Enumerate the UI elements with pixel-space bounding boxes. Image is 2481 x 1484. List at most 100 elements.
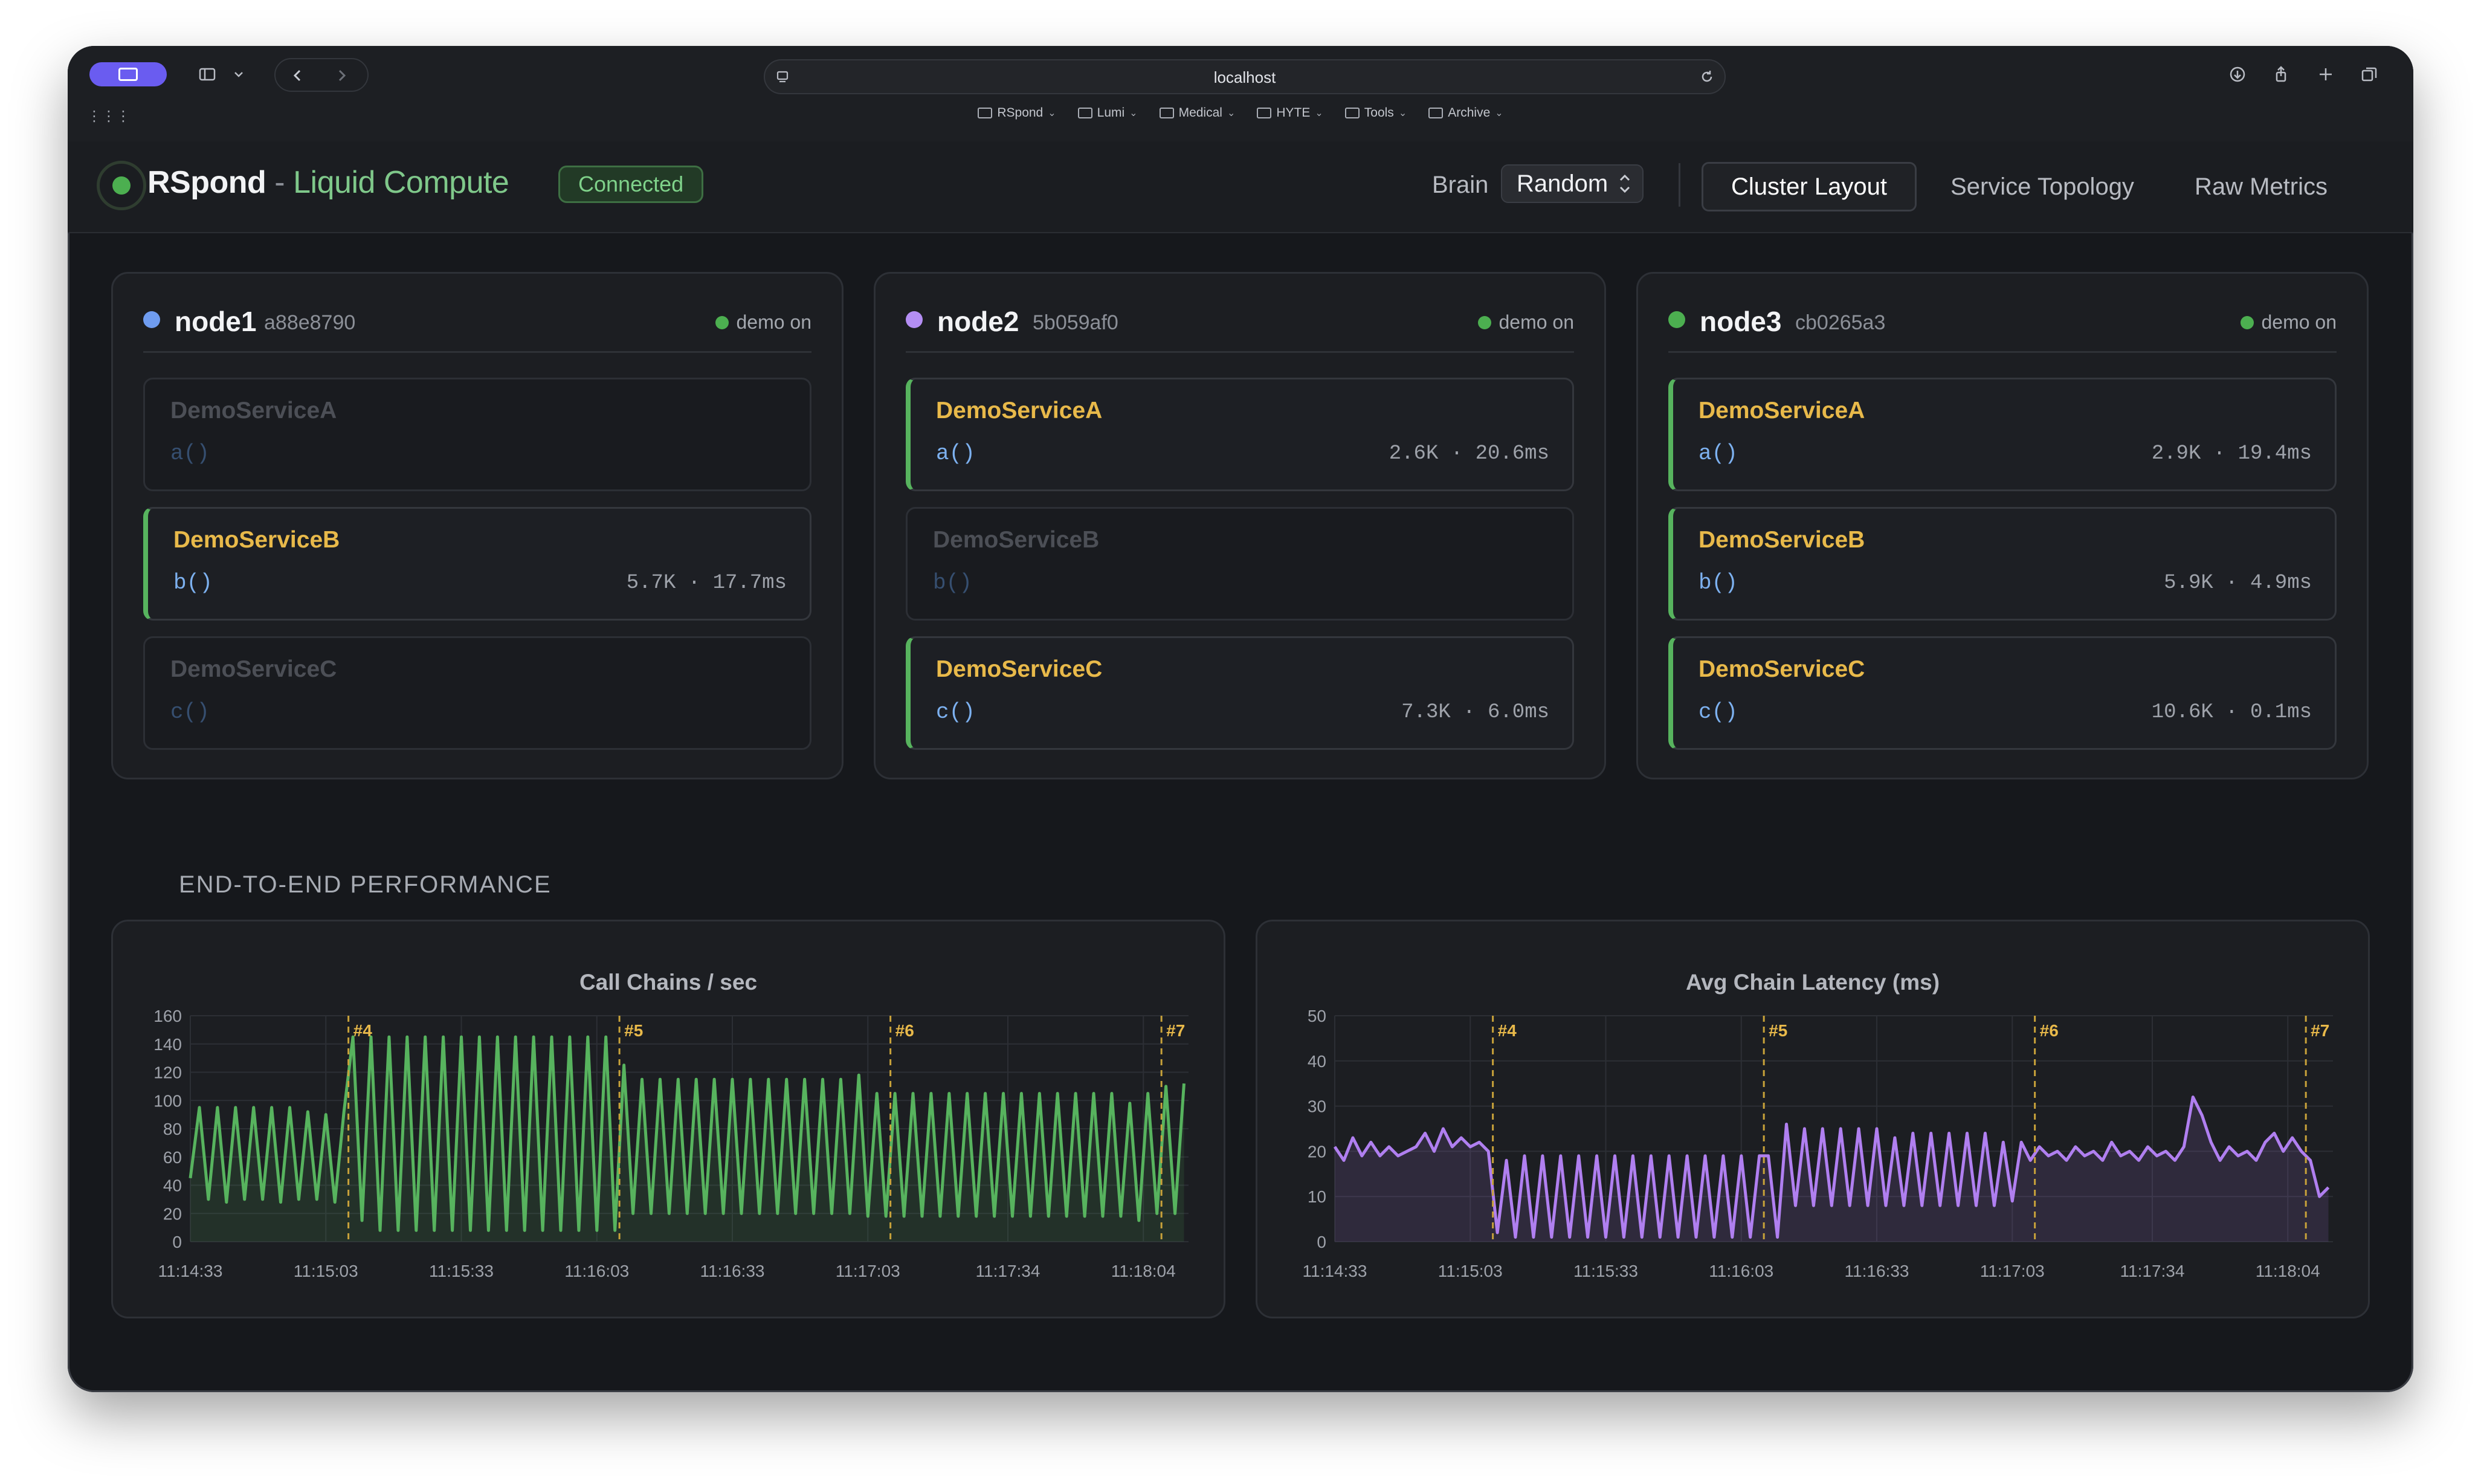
status-dot-icon bbox=[2241, 315, 2254, 329]
service-card[interactable]: DemoServiceA a() bbox=[143, 378, 811, 491]
address-bar[interactable]: localhost bbox=[764, 59, 1726, 94]
service-card[interactable]: DemoServiceB b() 5.7K · 17.7ms bbox=[143, 507, 811, 621]
header-divider bbox=[1679, 163, 1680, 207]
service-card[interactable]: DemoServiceC c() 10.6K · 0.1ms bbox=[1668, 636, 2337, 750]
status-dot-icon bbox=[715, 315, 729, 329]
folder-icon bbox=[978, 108, 993, 118]
service-metric: 2.6K · 20.6ms bbox=[1389, 442, 1549, 465]
service-name: DemoServiceB bbox=[173, 527, 340, 553]
bookmark-folder[interactable]: Lumi ⌄ bbox=[1077, 106, 1138, 120]
deploy-marker-label: #7 bbox=[1166, 1021, 1185, 1040]
bookmark-folder[interactable]: Medical ⌄ bbox=[1159, 106, 1236, 120]
divider bbox=[1668, 351, 2337, 353]
tab-cluster-layout[interactable]: Cluster Layout bbox=[1702, 162, 1917, 211]
folder-icon bbox=[1428, 108, 1444, 118]
deploy-marker-label: #7 bbox=[2311, 1021, 2329, 1040]
service-function: b() bbox=[1699, 570, 1738, 595]
y-tick-label: 50 bbox=[1308, 1007, 1326, 1025]
chevron-down-icon[interactable] bbox=[225, 60, 253, 88]
tab-service-topology[interactable]: Service Topology bbox=[1950, 173, 2134, 200]
x-tick-label: 11:17:34 bbox=[976, 1262, 1040, 1280]
x-tick-label: 11:15:33 bbox=[429, 1262, 494, 1280]
tab-overview-icon[interactable] bbox=[2355, 60, 2383, 88]
node-panel: node2 5b059af0 demo on DemoServiceA a() … bbox=[874, 272, 1606, 779]
logo-dot-icon bbox=[112, 176, 131, 195]
y-tick-label: 0 bbox=[1317, 1233, 1326, 1251]
bookmark-folder[interactable]: RSpond ⌄ bbox=[978, 106, 1056, 120]
brain-select-value: Random bbox=[1517, 170, 1608, 197]
service-name: DemoServiceB bbox=[933, 527, 1100, 553]
folder-icon bbox=[1159, 108, 1174, 118]
bookmark-folder[interactable]: Tools ⌄ bbox=[1344, 106, 1407, 120]
series-line bbox=[189, 1035, 1186, 1232]
demo-status: demo on bbox=[2241, 311, 2337, 334]
service-metric: 5.7K · 17.7ms bbox=[626, 572, 787, 595]
section-title: END-TO-END PERFORMANCE bbox=[179, 871, 552, 898]
x-tick-label: 11:14:33 bbox=[1303, 1262, 1367, 1280]
updown-chevron-icon bbox=[1618, 166, 1631, 215]
service-metric: 5.9K · 4.9ms bbox=[2164, 572, 2312, 595]
share-icon[interactable] bbox=[2267, 60, 2295, 88]
deploy-marker-label: #6 bbox=[895, 1021, 914, 1040]
service-metric: 7.3K · 6.0ms bbox=[1401, 701, 1549, 724]
x-tick-label: 11:15:03 bbox=[294, 1262, 358, 1280]
chevron-down-icon: ⌄ bbox=[1048, 108, 1056, 118]
sidebar-toggle-icon[interactable] bbox=[193, 60, 221, 88]
node-name: node1 bbox=[175, 306, 257, 337]
service-name: DemoServiceB bbox=[1699, 527, 1865, 553]
node-color-dot-icon bbox=[906, 311, 923, 328]
service-card[interactable]: DemoServiceC c() bbox=[143, 636, 811, 750]
service-function: b() bbox=[933, 570, 972, 595]
reload-icon[interactable] bbox=[1693, 63, 1721, 91]
x-tick-label: 11:17:03 bbox=[1980, 1262, 2045, 1280]
forward-arrow-icon[interactable] bbox=[327, 62, 355, 89]
app-name: RSpond bbox=[147, 165, 266, 200]
chevron-down-icon: ⌄ bbox=[1398, 108, 1407, 118]
page-settings-icon[interactable] bbox=[769, 63, 796, 91]
service-card[interactable]: DemoServiceB b() bbox=[906, 507, 1574, 621]
divider bbox=[906, 351, 1574, 353]
x-tick-label: 11:16:33 bbox=[700, 1262, 765, 1280]
browser-window: localhost ⋮⋮⋮ RSpond ⌄ Lumi ⌄ Medical ⌄ HYT… bbox=[68, 46, 2413, 1392]
y-tick-label: 30 bbox=[1308, 1097, 1326, 1116]
service-card[interactable]: DemoServiceB b() 5.9K · 4.9ms bbox=[1668, 507, 2337, 621]
service-function: c() bbox=[170, 700, 210, 724]
brain-select[interactable]: Random bbox=[1501, 164, 1644, 203]
node-header: node2 5b059af0 demo on bbox=[906, 305, 1574, 339]
service-card[interactable]: DemoServiceC c() 7.3K · 6.0ms bbox=[906, 636, 1574, 750]
service-name: DemoServiceA bbox=[1699, 398, 1865, 424]
x-tick-label: 11:15:03 bbox=[1438, 1262, 1503, 1280]
chart-title: Call Chains / sec bbox=[579, 970, 758, 995]
node-header: node1 a88e8790 demo on bbox=[143, 305, 811, 339]
history-nav bbox=[274, 58, 369, 92]
downloads-icon[interactable] bbox=[2224, 60, 2251, 88]
bookmarks-bar: RSpond ⌄ Lumi ⌄ Medical ⌄ HYTE ⌄ Tools ⌄ Arch… bbox=[68, 106, 2413, 120]
y-tick-label: 20 bbox=[1308, 1142, 1326, 1161]
service-metric: 10.6K · 0.1ms bbox=[2151, 701, 2312, 724]
y-tick-label: 40 bbox=[163, 1176, 182, 1195]
back-arrow-icon[interactable] bbox=[284, 62, 312, 89]
bookmark-folder[interactable]: HYTE ⌄ bbox=[1257, 106, 1323, 120]
node-hash: 5b059af0 bbox=[1033, 311, 1118, 334]
y-tick-label: 40 bbox=[1308, 1052, 1326, 1071]
chevron-down-icon: ⌄ bbox=[1227, 108, 1236, 118]
bookmark-folder[interactable]: Archive ⌄ bbox=[1428, 106, 1503, 120]
call-chains-chart: 0 20 40 60 80 100 120 140 160 11:14:33 11:15:03 11:… bbox=[153, 1007, 1189, 1280]
service-name: DemoServiceA bbox=[170, 398, 337, 424]
service-card[interactable]: DemoServiceA a() 2.9K · 19.4ms bbox=[1668, 378, 2337, 491]
y-tick-label: 160 bbox=[153, 1007, 182, 1025]
x-tick-label: 11:16:03 bbox=[564, 1262, 629, 1280]
service-function: c() bbox=[1699, 700, 1738, 724]
new-tab-icon[interactable] bbox=[2312, 60, 2340, 88]
x-tick-label: 11:14:33 bbox=[158, 1262, 223, 1280]
y-tick-label: 0 bbox=[172, 1233, 182, 1251]
profile-icon bbox=[118, 68, 138, 81]
chart-title: Avg Chain Latency (ms) bbox=[1685, 970, 1940, 995]
demo-status: demo on bbox=[1478, 311, 1574, 334]
profile-button[interactable] bbox=[89, 62, 167, 86]
y-tick-label: 120 bbox=[153, 1063, 182, 1082]
service-card[interactable]: DemoServiceA a() 2.6K · 20.6ms bbox=[906, 378, 1574, 491]
tab-raw-metrics[interactable]: Raw Metrics bbox=[2194, 173, 2328, 200]
node-color-dot-icon bbox=[1668, 311, 1685, 328]
apps-grid-icon[interactable]: ⋮⋮⋮ bbox=[87, 108, 131, 124]
